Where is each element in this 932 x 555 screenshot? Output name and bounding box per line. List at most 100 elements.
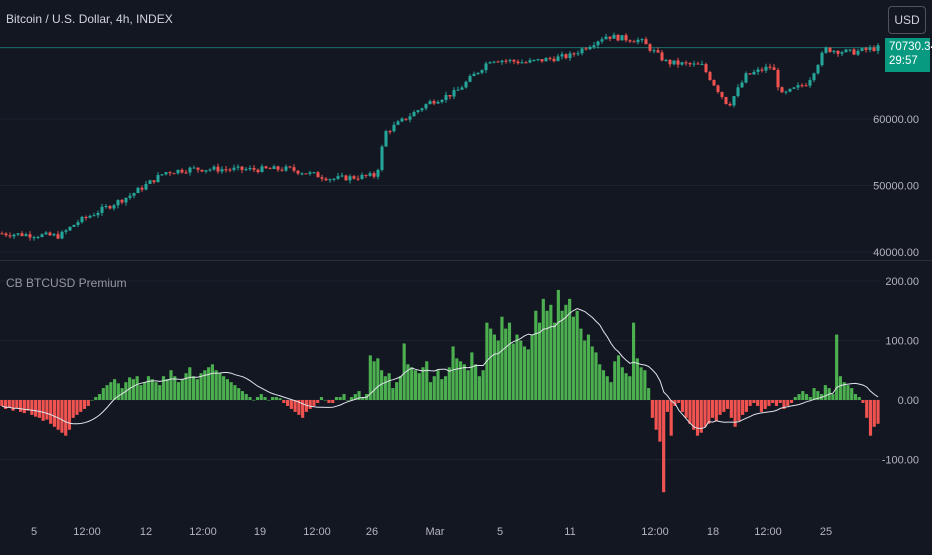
premium-bar [459, 361, 463, 400]
price-axis-label: 50000.00 [873, 181, 919, 193]
premium-bar [492, 334, 497, 400]
candle-body [716, 85, 720, 92]
candle-body [860, 48, 864, 51]
premium-bar [34, 400, 38, 417]
candle-body [116, 200, 120, 206]
candle-body [48, 232, 52, 236]
candle-body [312, 172, 316, 174]
premium-bar [3, 400, 8, 409]
premium-bar [789, 400, 794, 403]
premium-bar [225, 379, 230, 400]
candle-body [580, 48, 584, 54]
premium-bar [752, 400, 756, 403]
premium-bar [804, 394, 809, 400]
candle-body [280, 169, 284, 171]
candle-body [804, 85, 808, 87]
premium-bar [545, 310, 549, 400]
premium-bar [474, 364, 478, 400]
premium-bar [334, 397, 339, 400]
candle-body [464, 81, 468, 88]
candle-body [680, 62, 684, 65]
candle-body [696, 63, 700, 65]
premium-bar [19, 400, 23, 412]
premium-bar [534, 310, 538, 400]
premium-bar [447, 367, 451, 400]
premium-bar [526, 349, 530, 400]
premium-bar [139, 385, 143, 400]
candle-body [96, 212, 100, 216]
x-axis-tick-label: 12:00 [641, 526, 669, 538]
premium-bar [654, 400, 658, 430]
premium-moving-average-line [1, 307, 879, 430]
premium-bar [113, 379, 117, 400]
premium-bar [116, 383, 120, 400]
candle-body [512, 59, 516, 62]
candle-body [876, 45, 880, 51]
premium-bar [838, 376, 842, 400]
premium-bar [410, 367, 414, 400]
premium-bar [191, 376, 196, 400]
candle-body [168, 172, 172, 174]
premium-bar [222, 376, 226, 400]
candle-body [544, 58, 548, 62]
candle-body [756, 69, 760, 72]
premium-bar [0, 400, 4, 406]
premium-bar [440, 379, 444, 400]
candle-body [836, 50, 840, 54]
candle-body [648, 44, 652, 51]
candle-body [488, 62, 492, 64]
candle-body [428, 101, 432, 105]
candle-body [396, 121, 400, 125]
candle-body [840, 52, 844, 54]
candle-body [400, 118, 404, 122]
candle-body [548, 58, 552, 60]
premium-bar [568, 298, 572, 400]
candle-body [668, 60, 672, 65]
premium-bar [15, 400, 19, 409]
candle-body [816, 65, 820, 74]
candle-body [212, 166, 216, 170]
candle-body [720, 91, 724, 97]
candle-body [500, 60, 504, 63]
premium-bar [154, 382, 158, 400]
premium-bar [549, 304, 553, 400]
candle-body [676, 60, 680, 65]
premium-bar [710, 400, 715, 418]
currency-button[interactable]: USD [888, 6, 926, 34]
premium-bar [316, 400, 320, 403]
candle-body [100, 206, 104, 213]
candle-body [380, 146, 384, 170]
x-axis-tick-label: 12:00 [303, 526, 331, 538]
candle-body [148, 180, 152, 184]
premium-bar [60, 400, 64, 433]
candle-body [492, 61, 496, 63]
candle-body [576, 53, 580, 55]
premium-bar [560, 310, 564, 400]
premium-bar [218, 373, 222, 400]
premium-bar [45, 400, 49, 420]
candle-body [476, 72, 480, 74]
premium-bar [537, 322, 542, 400]
premium-bar [601, 370, 606, 400]
candle-body [776, 70, 780, 88]
premium-bar [741, 400, 745, 415]
premium-bar [432, 376, 436, 400]
premium-bar [688, 400, 692, 424]
candle-body [68, 226, 72, 231]
candle-body [340, 175, 344, 177]
premium-bar [744, 400, 748, 412]
x-axis-tick-label: 12:00 [754, 526, 782, 538]
price-axis-label: 40000.00 [873, 247, 919, 259]
candle-body [856, 50, 860, 55]
candle-body [360, 174, 364, 179]
premium-bar [500, 316, 504, 400]
premium-bar [455, 358, 459, 400]
premium-bar [188, 367, 192, 400]
premium-bar [169, 370, 173, 400]
candle-body [560, 54, 564, 57]
premium-bar [778, 400, 782, 403]
candle-body [584, 48, 588, 50]
candle-body [760, 69, 764, 71]
